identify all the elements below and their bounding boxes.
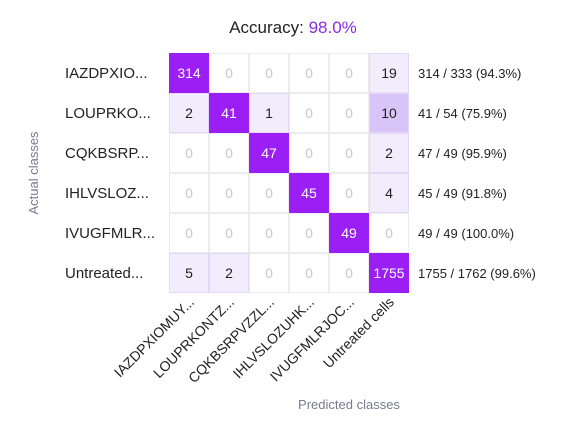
matrix-cell — [249, 93, 289, 133]
x-axis-title: Predicted classes — [298, 397, 400, 412]
matrix-cell — [289, 213, 329, 253]
row-summary: 49 / 49 (100.0%) — [418, 226, 514, 241]
cell-value: 0 — [305, 225, 313, 241]
cell-value: 47 — [261, 145, 277, 161]
cell-value: 0 — [345, 65, 353, 81]
accuracy-value: 98.0% — [308, 18, 357, 37]
row-summary: 45 / 49 (91.8%) — [418, 186, 507, 201]
cell-value: 0 — [225, 65, 233, 81]
matrix-cell — [369, 53, 409, 93]
cell-value: 2 — [185, 105, 193, 121]
matrix-cell — [329, 173, 369, 213]
matrix-cell — [369, 173, 409, 213]
matrix-cell — [209, 53, 249, 93]
cell-value: 0 — [305, 65, 313, 81]
matrix-cell — [209, 133, 249, 173]
cell-value: 0 — [305, 145, 313, 161]
cell-value: 0 — [305, 265, 313, 281]
matrix-cell — [369, 253, 409, 293]
matrix-cell — [329, 133, 369, 173]
matrix-cell — [369, 133, 409, 173]
cell-value: 0 — [225, 145, 233, 161]
row-summary: 314 / 333 (94.3%) — [418, 66, 521, 81]
cell-value: 0 — [345, 265, 353, 281]
cell-value: 5 — [185, 265, 193, 281]
row-label: Untreated... — [65, 265, 143, 282]
cell-value: 0 — [185, 225, 193, 241]
y-axis-title: Actual classes — [26, 131, 41, 215]
cell-value: 19 — [381, 65, 397, 81]
row-label: IHLVSLOZ... — [65, 185, 149, 202]
matrix-cell — [289, 93, 329, 133]
matrix-cell — [209, 253, 249, 293]
matrix-cell — [249, 213, 289, 253]
chart-title: Accuracy: 98.0% — [0, 18, 586, 38]
cell-value: 0 — [185, 145, 193, 161]
cell-value: 0 — [265, 265, 273, 281]
matrix-cell — [169, 93, 209, 133]
cell-value: 49 — [341, 225, 357, 241]
matrix-cell — [329, 253, 369, 293]
matrix-cell — [169, 213, 209, 253]
matrix-cell — [369, 213, 409, 253]
matrix-cell — [209, 93, 249, 133]
matrix-cell — [289, 133, 329, 173]
matrix-cell — [289, 173, 329, 213]
matrix-cell — [369, 93, 409, 133]
matrix-cell — [329, 93, 369, 133]
matrix-cell — [249, 173, 289, 213]
matrix-cell — [169, 173, 209, 213]
row-label: IVUGFMLR... — [65, 225, 155, 242]
row-summary: 47 / 49 (95.9%) — [418, 146, 507, 161]
row-label: LOUPRKO... — [65, 105, 151, 122]
matrix-cell — [249, 133, 289, 173]
cell-value: 0 — [345, 105, 353, 121]
cell-value: 1755 — [373, 265, 404, 281]
cell-value: 41 — [221, 105, 237, 121]
accuracy-label: Accuracy: — [229, 18, 304, 37]
matrix-cell — [169, 133, 209, 173]
matrix-cell — [289, 53, 329, 93]
cell-value: 0 — [345, 145, 353, 161]
cell-value: 0 — [385, 225, 393, 241]
cell-value: 4 — [385, 185, 393, 201]
cell-value: 45 — [301, 185, 317, 201]
cell-value: 314 — [177, 65, 201, 81]
row-summary: 41 / 54 (75.9%) — [418, 106, 507, 121]
cell-value: 0 — [185, 185, 193, 201]
column-label: Untreated cells — [320, 294, 397, 371]
cell-value: 0 — [305, 105, 313, 121]
cell-value: 0 — [265, 65, 273, 81]
matrix-cell — [329, 213, 369, 253]
matrix-cell — [209, 213, 249, 253]
matrix-cell — [329, 53, 369, 93]
row-summary: 1755 / 1762 (99.6%) — [418, 266, 536, 281]
cell-value: 0 — [265, 185, 273, 201]
cell-value: 0 — [265, 225, 273, 241]
cell-value: 2 — [385, 145, 393, 161]
cell-value: 2 — [225, 265, 233, 281]
matrix-cell — [249, 53, 289, 93]
cell-value: 0 — [225, 225, 233, 241]
matrix-cell — [169, 253, 209, 293]
cell-value: 10 — [381, 105, 397, 121]
matrix-cell — [209, 173, 249, 213]
matrix-cell — [169, 53, 209, 93]
row-label: IAZDPXIO... — [65, 65, 148, 82]
cell-value: 1 — [265, 105, 273, 121]
cell-value: 0 — [345, 185, 353, 201]
matrix-cell — [249, 253, 289, 293]
cell-value: 0 — [225, 185, 233, 201]
row-label: CQKBSRP... — [65, 145, 149, 162]
matrix-cell — [289, 253, 329, 293]
